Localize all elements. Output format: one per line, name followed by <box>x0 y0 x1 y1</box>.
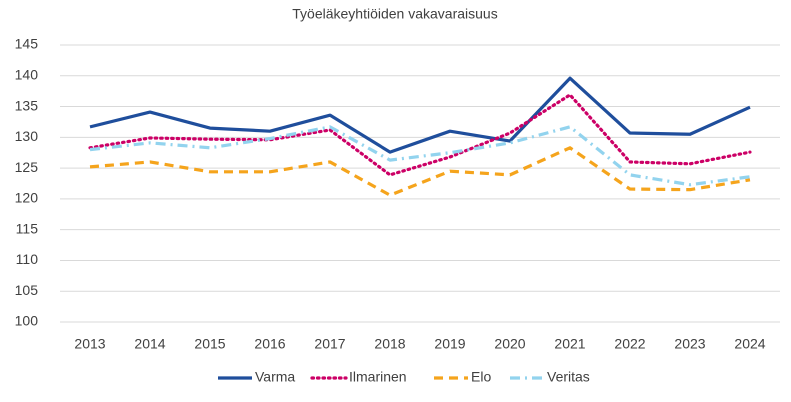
series-line <box>88 93 752 177</box>
x-tick-label: 2016 <box>254 336 285 352</box>
x-tick-label: 2021 <box>554 336 585 352</box>
x-tick-label: 2022 <box>614 336 645 352</box>
legend-label: Varma <box>255 369 295 385</box>
y-tick-label: 105 <box>15 282 39 298</box>
y-tick-label: 100 <box>15 313 39 329</box>
y-tick-label: 135 <box>15 97 39 113</box>
y-tick-label: 145 <box>15 36 39 52</box>
x-tick-label: 2017 <box>314 336 345 352</box>
chart-title: Työeläkeyhtiöiden vakavaraisuus <box>292 6 497 22</box>
legend-label: Ilmarinen <box>349 369 407 385</box>
x-tick-label: 2018 <box>374 336 405 352</box>
x-tick-label: 2020 <box>494 336 525 352</box>
legend-label: Veritas <box>547 369 590 385</box>
y-tick-label: 120 <box>15 190 39 206</box>
x-tick-label: 2023 <box>674 336 705 352</box>
y-tick-label: 110 <box>16 251 39 267</box>
y-tick-label: 140 <box>15 66 39 82</box>
legend-label: Elo <box>471 369 491 385</box>
x-tick-label: 2014 <box>134 336 165 352</box>
x-tick-label: 2015 <box>194 336 225 352</box>
series-line <box>89 125 751 187</box>
y-tick-label: 125 <box>15 159 39 175</box>
series-line <box>89 76 751 154</box>
series-line <box>89 146 751 197</box>
y-tick-label: 130 <box>15 128 39 144</box>
x-tick-label: 2024 <box>734 336 765 352</box>
x-tick-label: 2019 <box>434 336 465 352</box>
x-tick-label: 2013 <box>74 336 105 352</box>
y-tick-label: 115 <box>16 220 39 236</box>
